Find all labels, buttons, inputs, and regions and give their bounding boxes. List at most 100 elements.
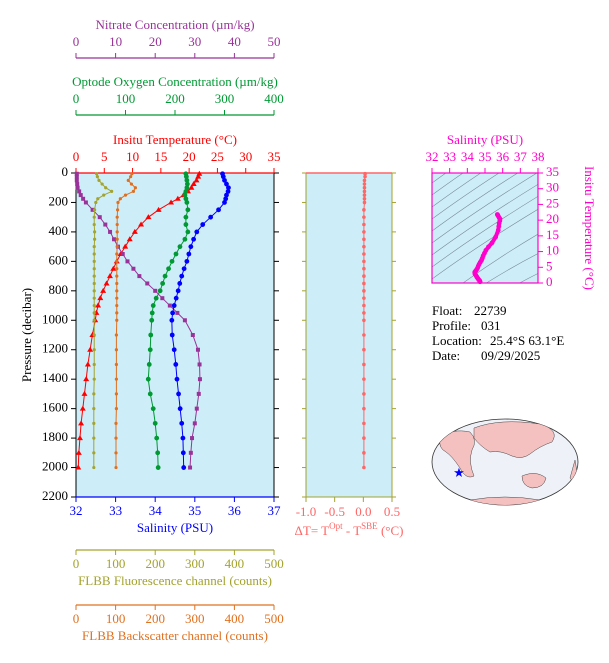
marker bbox=[190, 333, 195, 337]
density-contours bbox=[432, 173, 538, 283]
marker bbox=[115, 252, 119, 256]
marker bbox=[362, 406, 366, 411]
marker bbox=[362, 182, 367, 186]
marker bbox=[78, 193, 83, 198]
marker bbox=[171, 347, 177, 353]
marker bbox=[225, 189, 231, 194]
marker bbox=[77, 189, 82, 194]
marker bbox=[75, 185, 80, 190]
y-tick-label: 15 bbox=[546, 227, 559, 242]
y-tick-label: 25 bbox=[546, 195, 559, 210]
marker bbox=[188, 244, 194, 250]
marker bbox=[92, 222, 96, 227]
marker bbox=[183, 189, 189, 194]
marker bbox=[170, 310, 176, 316]
marker bbox=[362, 274, 366, 278]
marker bbox=[115, 237, 119, 241]
marker bbox=[81, 390, 88, 396]
marker bbox=[138, 221, 145, 227]
x-tick-label: 34 bbox=[461, 149, 475, 164]
marker bbox=[145, 214, 152, 220]
ts-marker bbox=[496, 224, 502, 229]
ts-title: Salinity (PSU) bbox=[447, 132, 523, 147]
marker bbox=[92, 421, 96, 425]
marker bbox=[92, 303, 96, 308]
marker bbox=[92, 289, 96, 293]
y-tick-label: 1400 bbox=[42, 370, 68, 385]
marker bbox=[92, 215, 96, 219]
marker bbox=[115, 318, 119, 322]
marker bbox=[92, 407, 96, 411]
marker bbox=[363, 174, 367, 179]
marker bbox=[110, 265, 117, 271]
marker bbox=[188, 465, 193, 470]
marker bbox=[362, 392, 366, 396]
marker bbox=[362, 421, 366, 426]
marker bbox=[184, 181, 190, 187]
marker bbox=[115, 230, 119, 234]
marker bbox=[173, 295, 179, 301]
marker bbox=[114, 421, 118, 425]
marker bbox=[197, 362, 202, 367]
marker bbox=[194, 406, 199, 411]
marker bbox=[362, 303, 366, 308]
marker bbox=[173, 251, 179, 257]
antarctica bbox=[469, 496, 541, 505]
marker bbox=[157, 288, 163, 294]
marker bbox=[223, 196, 229, 202]
marker bbox=[222, 200, 227, 205]
marker bbox=[184, 177, 190, 183]
plot-background bbox=[76, 173, 274, 497]
y-tick-label: 35 bbox=[546, 164, 559, 179]
x-tick-label: -0.5 bbox=[324, 504, 345, 519]
marker bbox=[92, 274, 96, 278]
marker bbox=[131, 228, 138, 234]
marker bbox=[75, 464, 82, 470]
ts-marker bbox=[493, 234, 498, 240]
x-tick-label: 38 bbox=[532, 149, 545, 164]
marker bbox=[173, 362, 179, 367]
marker bbox=[195, 347, 200, 352]
x-tick-label: 0.5 bbox=[384, 504, 400, 519]
marker bbox=[362, 193, 367, 197]
x-tick-label: 36 bbox=[228, 503, 242, 518]
y-tick-label: 2000 bbox=[42, 459, 68, 474]
marker bbox=[92, 259, 96, 263]
marker bbox=[115, 215, 119, 219]
x-axis-title: Insitu Temperature (°C) bbox=[113, 132, 237, 147]
marker bbox=[79, 405, 86, 411]
marker bbox=[114, 436, 118, 440]
x-axis-title-part: Opt bbox=[329, 521, 343, 531]
marker bbox=[115, 296, 119, 300]
marker bbox=[196, 391, 201, 396]
marker bbox=[224, 181, 229, 187]
x-tick-label: 400 bbox=[225, 556, 245, 571]
y-tick-label: 800 bbox=[49, 282, 69, 297]
marker bbox=[169, 332, 175, 338]
marker bbox=[362, 451, 366, 455]
marker bbox=[362, 436, 366, 440]
marker bbox=[100, 287, 107, 293]
x-tick-label: 200 bbox=[145, 611, 165, 626]
x-axis-title: FLBB Fluorescence channel (counts) bbox=[78, 573, 272, 588]
x-tick-label: 34 bbox=[149, 503, 163, 518]
marker bbox=[116, 200, 120, 205]
marker bbox=[362, 237, 366, 242]
y-tick-label: 600 bbox=[49, 252, 69, 267]
x-axis-title: Salinity (PSU) bbox=[137, 520, 213, 535]
marker bbox=[87, 346, 94, 352]
marker bbox=[130, 172, 134, 176]
x-tick-label: 37 bbox=[268, 503, 282, 518]
x-tick-label: 100 bbox=[106, 556, 126, 571]
world-map: ★ bbox=[431, 418, 579, 506]
marker bbox=[100, 182, 104, 186]
marker bbox=[75, 449, 82, 455]
x-tick-label: 0 bbox=[73, 611, 80, 626]
marker bbox=[155, 465, 161, 470]
marker bbox=[92, 451, 96, 455]
marker bbox=[126, 236, 133, 242]
x-tick-label: 0.0 bbox=[355, 504, 371, 519]
marker bbox=[129, 175, 133, 179]
x-tick-label: 5 bbox=[101, 149, 108, 164]
info-label: Float: bbox=[432, 303, 462, 318]
